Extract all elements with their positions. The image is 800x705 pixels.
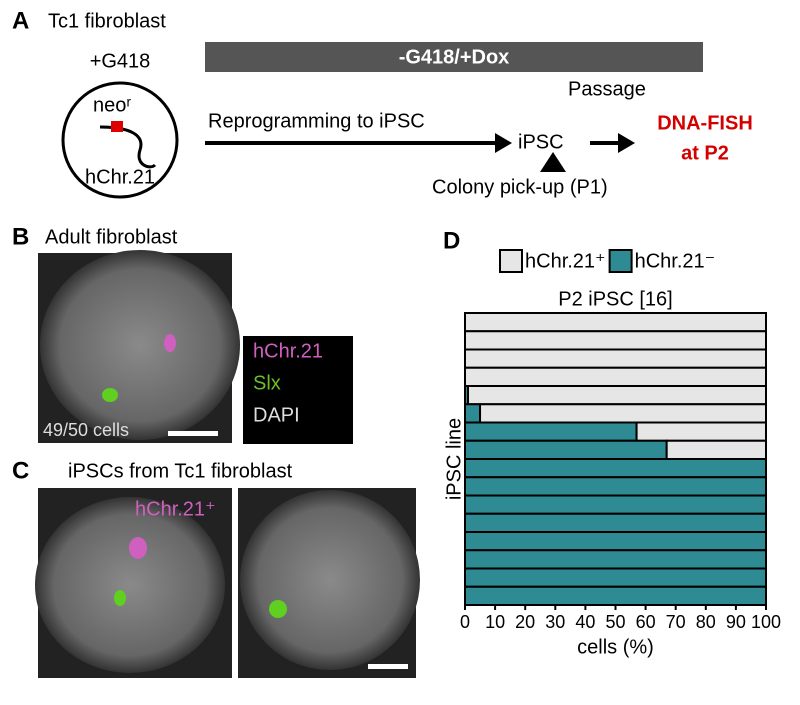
channel-label: hChr.21: [253, 340, 323, 362]
bar-segment: [464, 421, 638, 442]
x-tick-label: 80: [696, 612, 716, 632]
x-tick-label: 70: [666, 612, 686, 632]
bar-segment: [464, 348, 767, 369]
channel-legend: [243, 336, 353, 444]
legend-label: hChr.21⁺: [525, 250, 606, 272]
panel-label: A: [12, 7, 29, 34]
bar-segment: [464, 585, 767, 606]
fish-label: at P2: [681, 142, 729, 164]
pick-marker: [540, 152, 566, 172]
pick-label: Colony pick-up (P1): [432, 176, 608, 198]
bar-segment: [635, 421, 767, 442]
nucleus: [240, 490, 420, 670]
bar-segment: [464, 476, 767, 497]
legend-label: hChr.21⁻: [635, 250, 716, 272]
chromosome: [99, 125, 157, 169]
channel-label: DAPI: [253, 404, 300, 426]
x-tick-label: 10: [485, 612, 505, 632]
bar-segment: [665, 439, 767, 460]
bar-segment: [479, 403, 767, 424]
nucleus: [35, 497, 225, 673]
panel-title: Adult fibroblast: [45, 226, 178, 248]
bar-segment: [464, 312, 767, 333]
bar-segment: [464, 512, 767, 533]
step-label: Reprogramming to iPSC: [208, 110, 425, 132]
bar-segment: [467, 385, 767, 406]
channel-label: Slx: [253, 372, 281, 394]
cell-label: Tc1 fibroblast: [48, 10, 166, 32]
scale-bar: [168, 431, 218, 436]
panel-label: C: [12, 457, 29, 484]
y-axis-label: iPSC line: [443, 418, 465, 500]
bar-segment: [464, 494, 767, 515]
bar-segment: [464, 403, 482, 424]
treatment-bar: [205, 42, 703, 72]
x-tick-label: 0: [460, 612, 470, 632]
bar-segment: [464, 549, 767, 570]
marker-label: hChr.21⁺: [135, 498, 216, 520]
count-label: 49/50 cells: [43, 420, 129, 440]
ipsc-label: iPSC: [518, 131, 564, 153]
chromosome-label: hChr.21: [85, 166, 155, 188]
arrow-head: [495, 133, 512, 153]
cell-circle: [61, 81, 179, 199]
fish-signal: [102, 388, 118, 402]
x-tick-label: 100: [751, 612, 781, 632]
fish-signal: [164, 334, 176, 352]
legend-swatch: [608, 249, 633, 273]
fish-signal: [129, 537, 147, 559]
panel-label: B: [12, 223, 29, 250]
treatment-label: -G418/+Dox: [399, 46, 510, 68]
arrow-head: [618, 133, 635, 153]
panel-label: D: [443, 227, 460, 254]
bar-segment: [464, 330, 767, 351]
bar-segment: [464, 567, 767, 588]
neo-cassette: [111, 121, 123, 132]
drug-label: +G418: [90, 50, 151, 72]
nucleus: [40, 250, 240, 440]
gene-label: neoʳ: [93, 94, 131, 116]
x-tick-label: 40: [575, 612, 595, 632]
bar-segment: [464, 439, 668, 460]
x-tick-label: 20: [515, 612, 535, 632]
chart-title: P2 iPSC [16]: [558, 288, 673, 310]
bar-segment: [464, 458, 767, 479]
x-axis-label: cells (%): [577, 636, 654, 658]
scale-bar: [368, 664, 408, 669]
x-tick-label: 60: [636, 612, 656, 632]
legend-swatch: [499, 249, 523, 273]
fish-signal: [269, 600, 287, 618]
bar-segment: [464, 366, 767, 387]
passage-label: Passage: [568, 78, 646, 100]
x-tick-label: 30: [545, 612, 565, 632]
x-tick-label: 90: [726, 612, 746, 632]
chart: D P2 iPSC [16] cells (%) iPSC line hChr.21⁺ h…: [443, 227, 781, 658]
bar-segment: [464, 531, 767, 552]
fish-label: DNA-FISH: [657, 112, 753, 134]
panel-title: iPSCs from Tc1 fibroblast: [68, 460, 293, 482]
x-tick-label: 50: [605, 612, 625, 632]
fish-signal: [114, 590, 126, 606]
